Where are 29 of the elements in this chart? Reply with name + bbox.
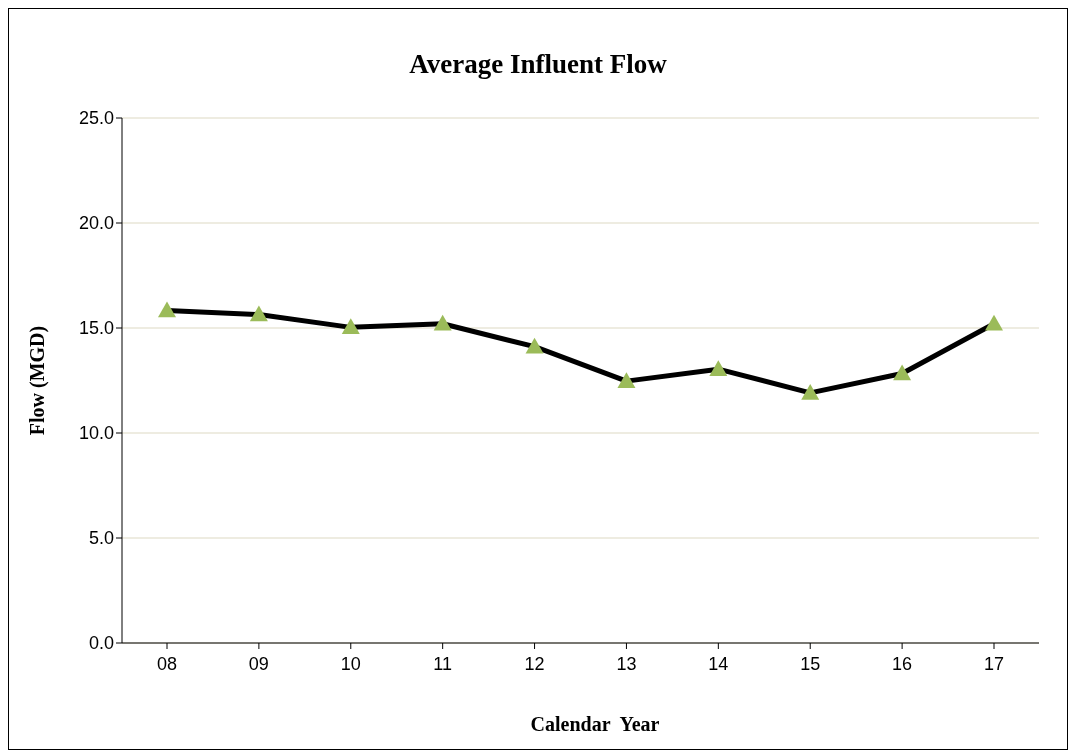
- y-tick-label: 10.0: [78, 423, 114, 444]
- x-tick-label: 15: [800, 653, 821, 674]
- y-tick-label: 0.0: [88, 633, 114, 654]
- point: [249, 305, 268, 322]
- x-tick-label: 11: [433, 653, 453, 674]
- x-tick-label: 16: [892, 653, 913, 674]
- y-tick-label: 15.0: [78, 318, 114, 339]
- point: [525, 337, 544, 354]
- point: [158, 301, 176, 318]
- point: [801, 383, 820, 400]
- x-axis-title: Calendar Year: [529, 713, 661, 736]
- y-tick-label: 25.0: [78, 108, 114, 129]
- chart-title: Average Influent Flow: [408, 49, 668, 80]
- point: [893, 364, 912, 381]
- y-axis-title: Flow (MGD): [26, 325, 50, 436]
- point: [433, 314, 452, 331]
- point: [709, 360, 728, 376]
- point: [985, 314, 1003, 331]
- x-tick-label: 12: [524, 653, 545, 674]
- x-tick-label: 10: [340, 653, 361, 674]
- y-tick-label: 5.0: [88, 528, 114, 549]
- point: [617, 372, 636, 388]
- y-tick-label: 20.0: [78, 213, 114, 234]
- x-tick-label: 09: [248, 653, 269, 674]
- point: [341, 318, 360, 335]
- x-tick-label: 13: [616, 653, 637, 674]
- x-tick-label: 14: [708, 653, 729, 674]
- x-tick-label: 08: [156, 653, 178, 674]
- x-tick-label: 17: [983, 653, 1005, 674]
